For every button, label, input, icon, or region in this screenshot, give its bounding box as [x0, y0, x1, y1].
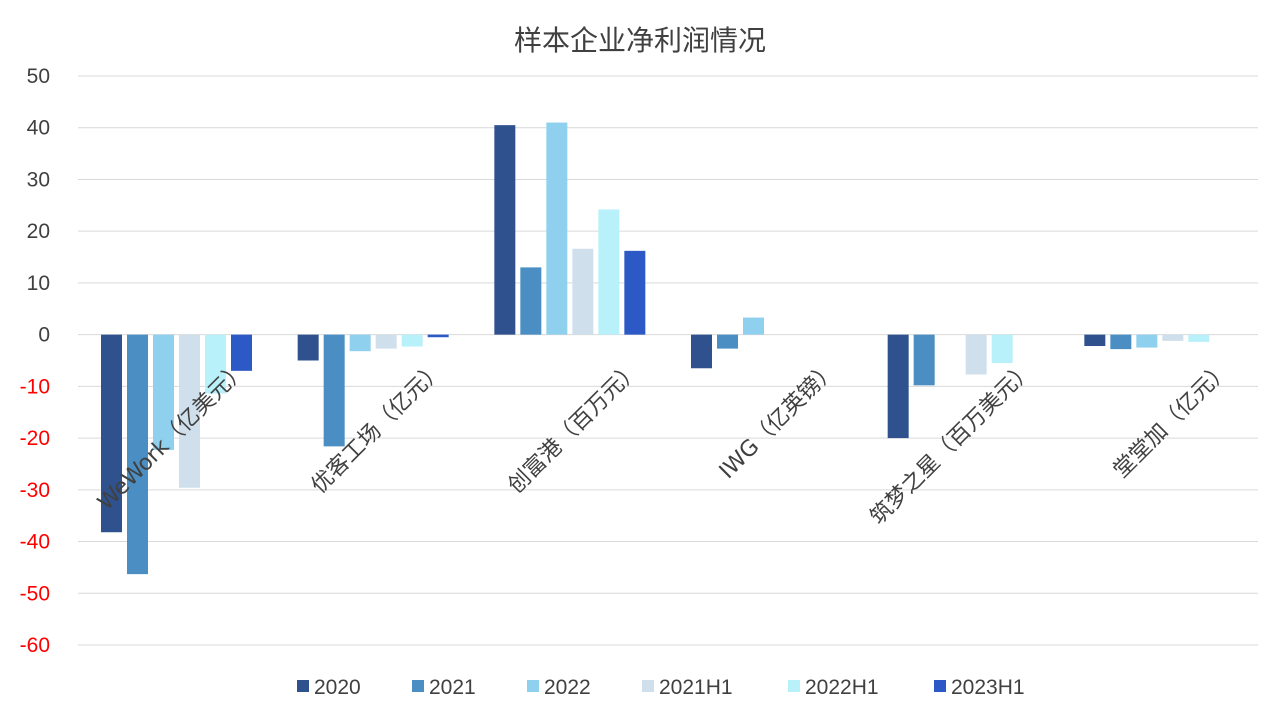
category-label: 创富港（百万元）	[503, 357, 645, 499]
bar-2021	[1110, 334, 1132, 350]
bar-2020	[887, 334, 909, 439]
y-tick-label: -30	[20, 479, 50, 502]
bar-2022H1	[1188, 334, 1210, 342]
bar-2022	[743, 317, 764, 335]
category-labels: WeWork（亿美元） 优客工场（亿元） 创富港（百万元） IWG（亿英镑） 筑梦之星（…	[93, 357, 1235, 530]
y-tick-label: -10	[20, 375, 50, 398]
bar-2022H1	[598, 209, 620, 335]
bar-2020	[494, 125, 516, 335]
y-tick-label: 10	[27, 272, 50, 295]
legend-label: 2022H1	[805, 676, 879, 699]
bar-2021H1	[572, 248, 594, 335]
legend-label: 2022	[544, 676, 591, 699]
bar-2021H1	[965, 334, 987, 375]
legend-swatch	[297, 680, 309, 692]
chart-title: 样本企业净利润情况	[514, 24, 766, 57]
y-tick-label: 0	[38, 324, 50, 347]
legend-label: 2021H1	[659, 676, 733, 699]
bar-2020	[1084, 334, 1106, 347]
y-tick-label: -50	[20, 582, 50, 605]
category-label: IWG（亿英镑）	[715, 357, 842, 484]
bar-2022H1	[205, 334, 226, 394]
bar-2022	[349, 334, 371, 352]
legend-swatch	[527, 680, 539, 692]
bar-2020	[297, 334, 319, 361]
bar-2022H1	[991, 334, 1013, 364]
legend-label: 2021	[429, 676, 476, 699]
y-tick-label: 50	[27, 65, 50, 88]
y-axis-ticks: 50 40 30 20 10 0 -10 -20 -30 -40 -50 -60	[20, 65, 50, 657]
legend-swatch	[642, 680, 654, 692]
bar-2023H1	[624, 250, 646, 335]
bar-2021H1	[179, 334, 200, 488]
bar-2021	[520, 267, 542, 335]
bar-2023H1	[427, 334, 449, 338]
bar-2021	[127, 334, 148, 575]
bar-2022	[546, 122, 568, 335]
bar-2022	[1136, 334, 1158, 348]
bar-2020	[691, 334, 712, 369]
y-tick-label: -20	[20, 427, 50, 450]
bar-2021	[913, 334, 935, 386]
bar-2023H1	[231, 334, 252, 371]
y-tick-label: 40	[27, 117, 50, 140]
y-tick-label: -60	[20, 634, 50, 657]
gridlines	[78, 75, 1258, 646]
bar-2020	[101, 334, 122, 533]
bar-2022H1	[401, 334, 423, 347]
legend-swatch	[788, 680, 800, 692]
bar-2021	[323, 334, 345, 447]
category-label: 堂堂加（亿元）	[1109, 357, 1236, 484]
bars	[101, 122, 1210, 575]
bar-2021H1	[1162, 334, 1184, 341]
bar-2021H1	[375, 334, 397, 349]
legend-swatch	[934, 680, 946, 692]
legend: 2020 2021 2022 2021H1 2022H1 2023H1	[297, 676, 1025, 699]
y-tick-label: 20	[27, 220, 50, 243]
bar-2022	[153, 334, 174, 450]
legend-swatch	[412, 680, 424, 692]
bar-2021	[717, 334, 738, 349]
legend-label: 2020	[314, 676, 361, 699]
y-tick-label: -40	[20, 531, 50, 554]
legend-label: 2023H1	[951, 676, 1025, 699]
y-tick-label: 30	[27, 168, 50, 191]
